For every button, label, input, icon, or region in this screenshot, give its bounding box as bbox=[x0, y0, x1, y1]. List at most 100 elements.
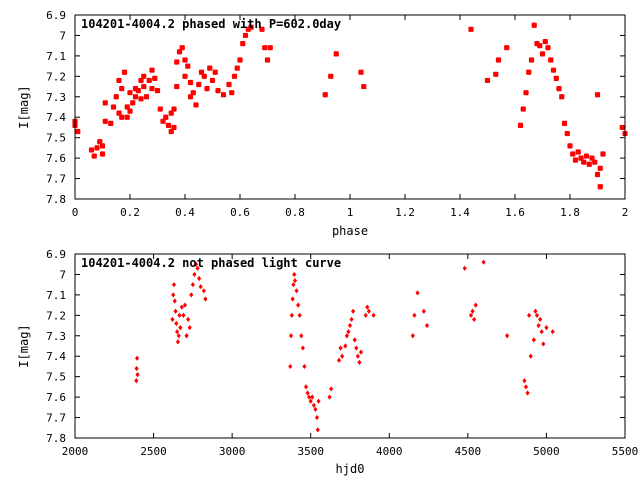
phased-data-point bbox=[259, 26, 265, 32]
phased-x-axis-label: phase bbox=[332, 224, 368, 238]
unphased-data-point bbox=[172, 298, 177, 304]
unphased-y-tick-label: 7.7 bbox=[46, 412, 66, 425]
unphased-axis-ticks: 2000 2500 3000 3500 4000 4500 5000 5500 6.9 7 7.1 7… bbox=[46, 248, 638, 458]
unphased-data-point bbox=[300, 345, 305, 351]
unphased-data-point bbox=[171, 282, 177, 288]
phased-data-point bbox=[110, 104, 117, 110]
unphased-data-point bbox=[473, 302, 478, 308]
unphased-data-point bbox=[288, 363, 293, 370]
phased-data-point bbox=[594, 92, 601, 98]
phased-data-point bbox=[157, 106, 163, 112]
phased-x-tick-label: 1.2 bbox=[395, 206, 415, 219]
unphased-y-tick-label: 6.9 bbox=[46, 248, 66, 261]
unphased-data-point bbox=[184, 333, 189, 339]
phased-data-point bbox=[187, 79, 194, 86]
phased-data-point bbox=[113, 94, 119, 100]
phased-data-point bbox=[182, 73, 188, 79]
phased-x-tick-label: 0.4 bbox=[175, 206, 195, 219]
unphased-data-point bbox=[539, 329, 544, 335]
phased-data-point bbox=[242, 32, 249, 39]
unphased-data-point bbox=[338, 345, 343, 351]
phased-y-tick-label: 7.3 bbox=[46, 91, 66, 104]
phased-data-point bbox=[99, 143, 106, 149]
phased-data-point bbox=[119, 86, 125, 92]
unphased-y-tick-label: 7.3 bbox=[46, 330, 66, 343]
phased-y-tick-label: 7.2 bbox=[46, 70, 66, 83]
phased-y-tick-label: 7.8 bbox=[46, 193, 66, 206]
phased-data-point bbox=[163, 114, 169, 120]
unphased-data-point bbox=[470, 308, 475, 314]
unphased-data-point bbox=[176, 333, 181, 339]
phased-data-point bbox=[328, 73, 334, 79]
phased-data-point bbox=[553, 75, 559, 81]
phased-data-point bbox=[207, 65, 213, 71]
phased-data-point bbox=[248, 24, 254, 30]
phased-data-point bbox=[160, 118, 166, 124]
phased-data-point bbox=[212, 69, 218, 75]
phased-y-tick-label: 7.1 bbox=[46, 50, 66, 63]
unphased-data-point bbox=[315, 427, 320, 433]
phased-data-point bbox=[597, 184, 603, 190]
unphased-x-axis-label: hjd0 bbox=[336, 462, 365, 476]
phased-data-point bbox=[116, 77, 122, 84]
unphased-data-point bbox=[307, 394, 312, 400]
unphased-y-tick-label: 7 bbox=[59, 268, 66, 281]
unphased-data-point bbox=[134, 378, 139, 384]
unphased-data-point bbox=[190, 282, 195, 288]
unphased-data-point bbox=[538, 316, 543, 323]
phased-data-point bbox=[556, 86, 562, 92]
phased-data-point bbox=[121, 69, 128, 75]
unphased-data-point bbox=[531, 337, 536, 343]
unphased-data-point bbox=[296, 302, 301, 308]
unphased-data-point bbox=[302, 363, 307, 370]
unphased-data-point bbox=[343, 343, 348, 349]
unphased-data-point bbox=[314, 414, 320, 421]
phased-y-tick-label: 7 bbox=[59, 29, 66, 42]
unphased-data-point bbox=[528, 353, 533, 359]
unphased-data-point bbox=[346, 329, 351, 335]
unphased-data-point bbox=[523, 384, 529, 390]
phased-data-point bbox=[600, 151, 606, 157]
phased-data-point bbox=[190, 90, 196, 96]
phased-data-point bbox=[215, 88, 221, 94]
phased-data-point bbox=[130, 100, 136, 106]
phased-x-tick-label: 0.8 bbox=[285, 206, 305, 219]
unphased-data-point bbox=[311, 402, 316, 408]
phased-data-point bbox=[559, 94, 565, 100]
phased-data-point bbox=[124, 114, 130, 120]
phased-data-point bbox=[141, 83, 147, 90]
phased-data-point bbox=[135, 88, 141, 94]
phased-data-point bbox=[168, 128, 174, 135]
phased-y-tick-label: 7.4 bbox=[46, 111, 66, 124]
phased-x-tick-label: 0 bbox=[72, 206, 79, 219]
phased-data-point bbox=[484, 77, 491, 84]
phased-data-point bbox=[537, 43, 543, 49]
unphased-data-point bbox=[415, 290, 420, 296]
unphased-data-point bbox=[340, 353, 345, 359]
phased-data-point bbox=[204, 86, 210, 92]
phased-x-tick-label: 1.4 bbox=[450, 206, 470, 219]
unphased-y-axis-label: I[mag] bbox=[17, 324, 31, 367]
phased-data-markers bbox=[72, 22, 628, 190]
unphased-data-point bbox=[171, 292, 176, 298]
unphased-data-point bbox=[297, 312, 302, 318]
unphased-data-point bbox=[288, 333, 294, 339]
unphased-data-point bbox=[536, 322, 541, 329]
phased-data-point bbox=[358, 69, 364, 75]
phased-data-point bbox=[586, 161, 592, 167]
phased-x-tick-label: 1 bbox=[347, 206, 354, 219]
unphased-data-point bbox=[192, 271, 197, 278]
phased-data-point bbox=[209, 77, 216, 84]
phased-data-point bbox=[108, 120, 114, 126]
phased-data-point bbox=[226, 81, 232, 88]
unphased-data-point bbox=[533, 308, 538, 314]
phased-data-point bbox=[75, 128, 81, 135]
phased-data-point bbox=[198, 69, 205, 75]
phased-x-tick-label: 0.2 bbox=[120, 206, 140, 219]
unphased-data-point bbox=[525, 390, 530, 396]
phased-data-point bbox=[550, 67, 557, 73]
unphased-data-point bbox=[352, 337, 357, 343]
unphased-data-point bbox=[174, 320, 179, 327]
phased-data-point bbox=[116, 110, 122, 116]
unphased-data-point bbox=[347, 322, 353, 329]
